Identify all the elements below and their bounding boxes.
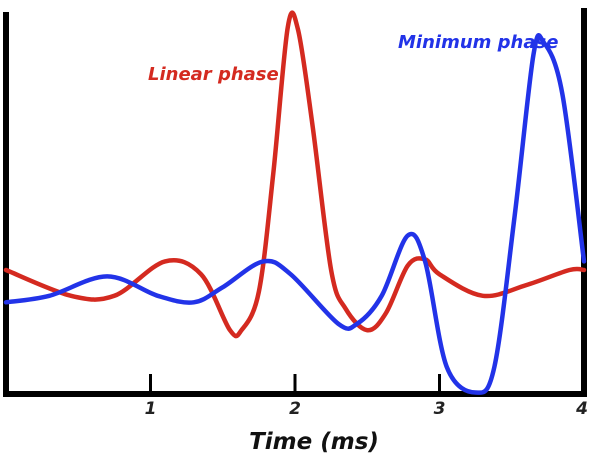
linear-phase-line (3, 10, 587, 339)
minimum-phase-label: Minimum phase (398, 32, 558, 53)
linear-phase-label: Linear phase (148, 64, 279, 85)
x-tick-label: 1 (145, 399, 157, 419)
series-group (3, 10, 587, 395)
x-tick-label: 3 (434, 399, 446, 419)
minimum-phase-line (3, 32, 587, 395)
x-axis-title: Time (ms) (249, 429, 379, 455)
x-tick-label: 4 (575, 399, 588, 419)
x-tick-label: 2 (289, 399, 301, 419)
x-ticks: 1 2 3 4 (145, 374, 588, 419)
